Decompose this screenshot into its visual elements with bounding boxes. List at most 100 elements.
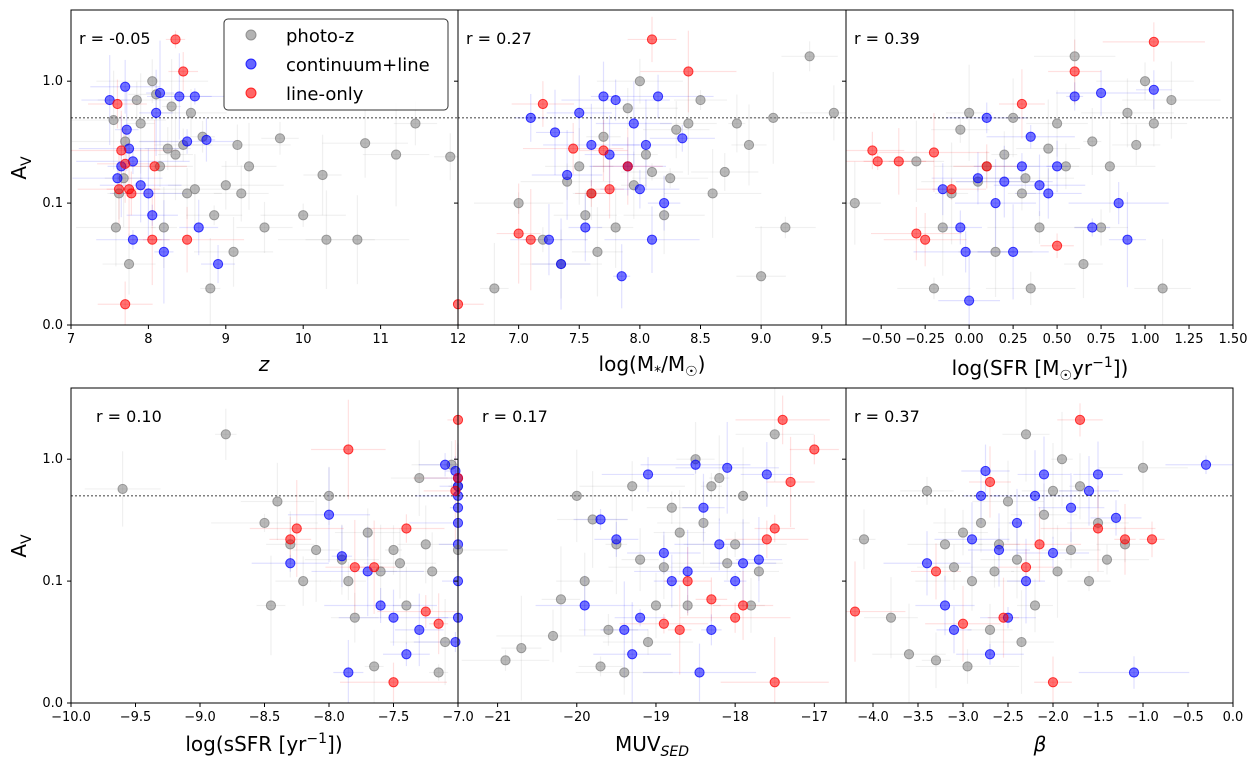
- point-line-only: [285, 534, 296, 545]
- x-tick-label: 1.25: [1175, 332, 1204, 347]
- x-tick-label: 7: [67, 332, 75, 347]
- x-tick-label: −21: [484, 710, 511, 725]
- point-photo-z: [232, 139, 243, 151]
- point-line-only: [170, 34, 181, 45]
- point-line-only: [928, 147, 940, 158]
- point-continuum-line: [401, 649, 412, 660]
- point-photo-z: [209, 210, 220, 221]
- point-line-only: [1016, 98, 1028, 110]
- point-photo-z: [665, 173, 676, 184]
- point-line-only: [126, 188, 137, 199]
- x-tick-label: 0.75: [1087, 332, 1116, 347]
- point-photo-z: [259, 517, 270, 529]
- point-continuum-line: [659, 197, 670, 209]
- point-continuum-line: [1113, 197, 1124, 209]
- x-tick-label: 1.50: [1219, 332, 1248, 347]
- point-photo-z: [756, 271, 767, 282]
- point-continuum-line: [1092, 469, 1104, 480]
- point-continuum-line: [682, 566, 693, 577]
- point-photo-z: [513, 197, 524, 209]
- x-tick-label: −0.5: [1172, 710, 1204, 725]
- point-continuum-line: [975, 490, 987, 501]
- point-line-only: [568, 143, 579, 154]
- point-photo-z: [769, 429, 780, 440]
- point-line-only: [761, 534, 772, 545]
- point-photo-z: [360, 138, 371, 149]
- point-continuum-line: [1051, 161, 1063, 172]
- x-tick-label: 1.00: [1131, 332, 1160, 347]
- point-photo-z: [321, 234, 332, 245]
- x-tick-label: 9: [222, 332, 230, 347]
- point-photo-z: [930, 655, 942, 666]
- legend-marker-continuum-line: [245, 58, 257, 70]
- point-continuum-line: [635, 612, 646, 623]
- point-photo-z: [410, 118, 421, 129]
- point-photo-z: [1047, 485, 1059, 496]
- point-photo-z: [722, 558, 733, 569]
- point-photo-z: [1122, 107, 1133, 118]
- point-line-only: [893, 156, 904, 167]
- point-continuum-line: [694, 667, 705, 678]
- point-continuum-line: [112, 173, 123, 184]
- point-continuum-line: [1087, 222, 1098, 233]
- point-photo-z: [1016, 188, 1028, 199]
- point-line-only: [1074, 414, 1086, 426]
- x-tick-label: 8.0: [630, 332, 651, 347]
- point-photo-z: [440, 636, 451, 648]
- point-continuum-line: [966, 534, 978, 545]
- point-photo-z: [603, 624, 614, 635]
- point-photo-z: [984, 624, 996, 635]
- point-continuum-line: [1047, 547, 1059, 559]
- x-tick-label: 10: [295, 332, 312, 347]
- point-continuum-line: [586, 139, 597, 151]
- point-line-only: [598, 145, 609, 156]
- correlation-label: r = 0.17: [482, 407, 548, 426]
- x-tick-label: −9.0: [184, 710, 216, 725]
- point-continuum-line: [525, 112, 536, 123]
- point-photo-z: [579, 575, 590, 587]
- point-continuum-line: [201, 134, 212, 145]
- point-continuum-line: [990, 197, 1001, 209]
- point-photo-z: [659, 210, 670, 221]
- point-photo-z: [666, 502, 677, 513]
- point-photo-z: [780, 222, 791, 233]
- point-continuum-line: [948, 624, 960, 635]
- point-photo-z: [1011, 554, 1023, 565]
- panel-ssfr: −10.0 −9.5 −9.0 −8.5 −8.0 −7.5 −7.0 0.0 0.1 1.0 r …: [42, 387, 474, 725]
- point-photo-z: [768, 112, 779, 123]
- point-photo-z: [433, 667, 444, 678]
- point-continuum-line: [1029, 490, 1041, 501]
- point-photo-z: [634, 76, 645, 87]
- x-tick-label: −20: [563, 710, 590, 725]
- x-tick-label: −0.25: [905, 332, 945, 347]
- point-line-only: [920, 234, 931, 245]
- x-axis-label-beta: β: [1033, 732, 1047, 756]
- y-tick-label: 0.1: [42, 196, 63, 211]
- point-photo-z: [975, 517, 987, 529]
- point-line-only: [513, 228, 524, 239]
- point-continuum-line: [737, 558, 749, 569]
- x-tick-label: 0.0: [1223, 710, 1244, 725]
- point-photo-z: [698, 517, 709, 529]
- point-photo-z: [706, 481, 717, 492]
- point-line-only: [769, 677, 780, 688]
- point-line-only: [112, 98, 123, 110]
- x-tick-label: −10.0: [51, 710, 91, 725]
- y-tick-label: 0.1: [42, 574, 63, 589]
- point-continuum-line: [450, 636, 461, 648]
- point-photo-z: [170, 149, 181, 160]
- point-continuum-line: [1095, 87, 1107, 99]
- point-photo-z: [1038, 509, 1050, 520]
- point-line-only: [946, 184, 957, 195]
- point-photo-z: [674, 527, 685, 538]
- point-line-only: [182, 234, 193, 245]
- x-tick-label: 7.5: [569, 332, 590, 347]
- point-continuum-line: [1065, 502, 1077, 513]
- point-continuum-line: [627, 649, 638, 660]
- y-axis-label-sub-top: V: [19, 156, 35, 166]
- point-continuum-line: [1011, 517, 1023, 529]
- point-continuum-line: [960, 246, 971, 257]
- point-continuum-line: [981, 112, 992, 123]
- y-tick-label: 1.0: [42, 452, 63, 467]
